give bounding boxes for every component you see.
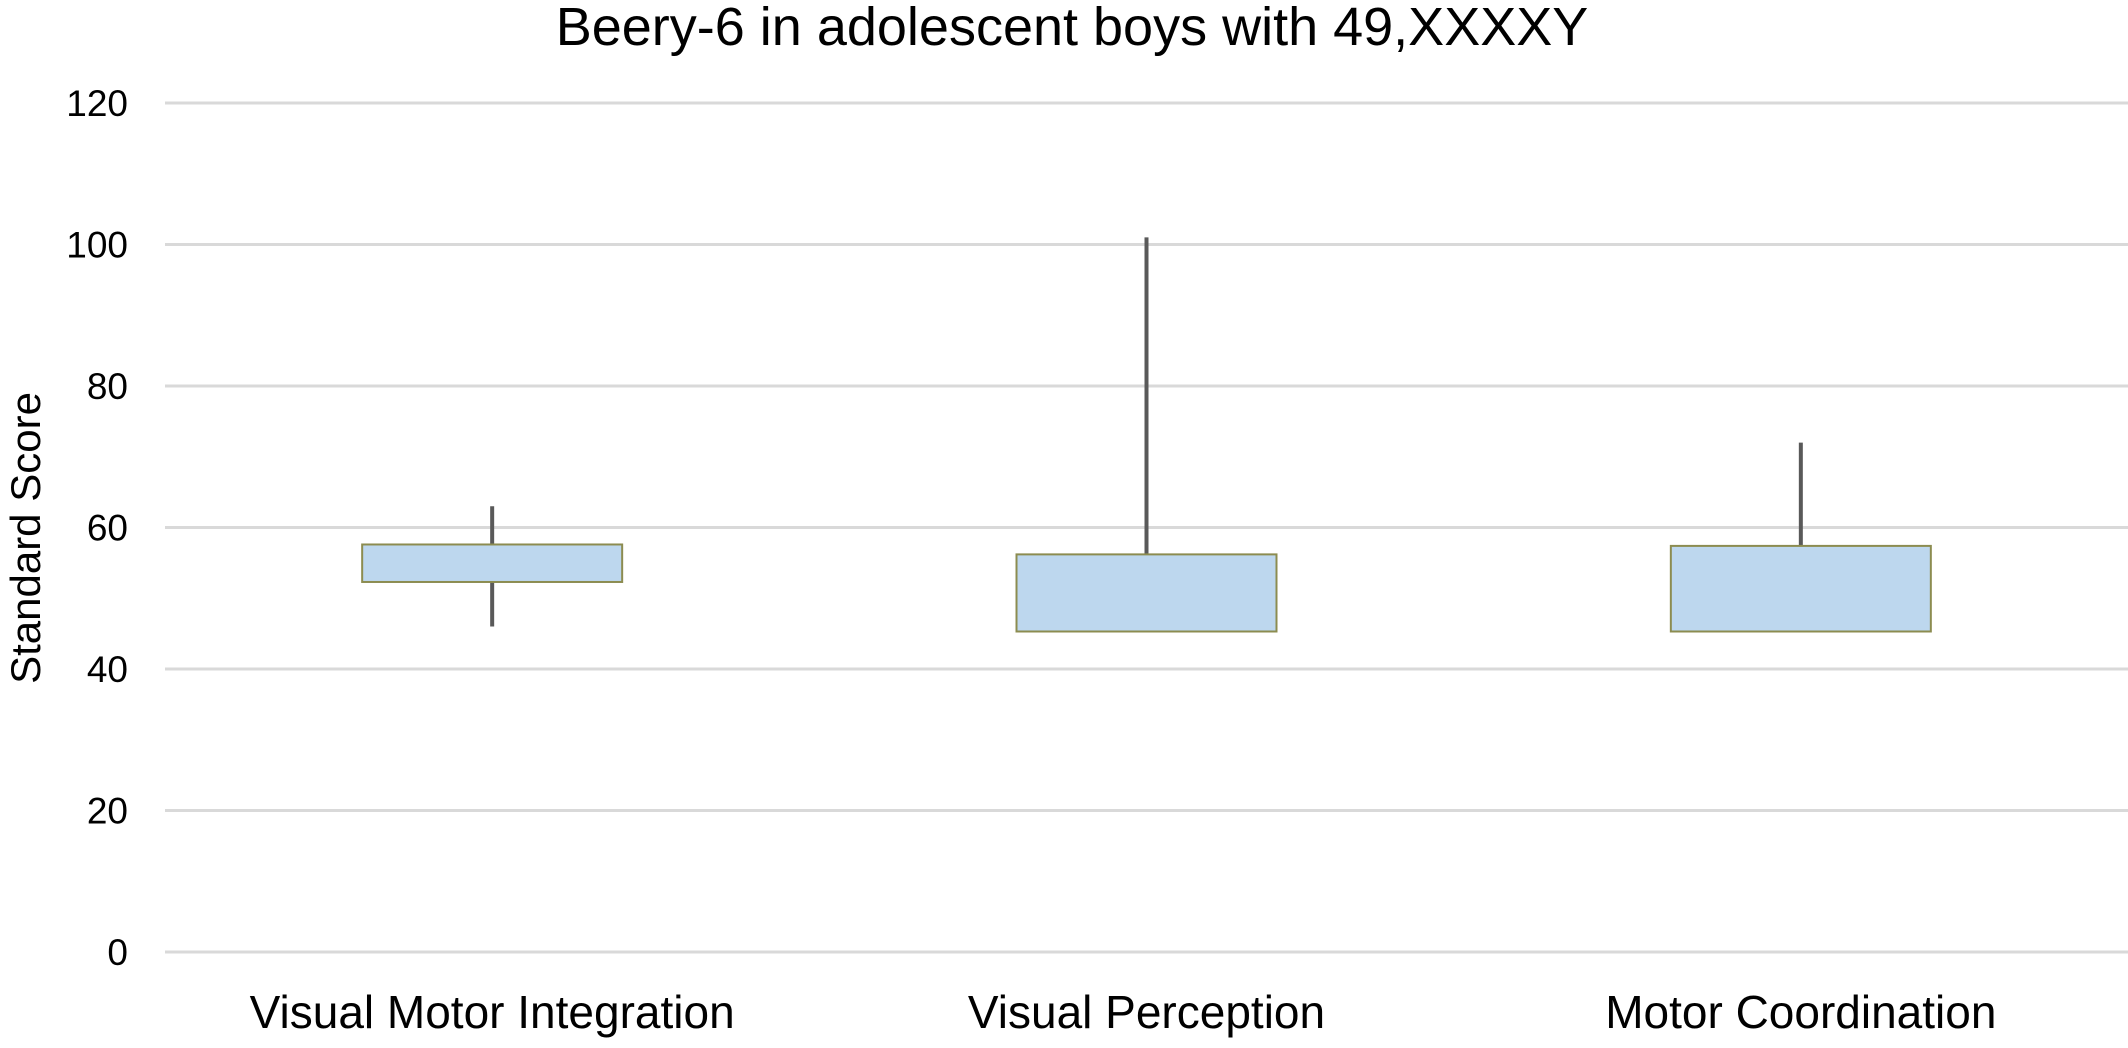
category-label: Motor Coordination xyxy=(1605,986,1996,1038)
y-axis-title: Standard Score xyxy=(2,392,49,684)
category-label: Visual Perception xyxy=(968,986,1325,1038)
y-tick-label: 80 xyxy=(87,366,128,407)
box xyxy=(1015,553,1278,633)
boxes xyxy=(361,543,1932,633)
category-label: Visual Motor Integration xyxy=(250,986,735,1038)
y-tick-label: 0 xyxy=(107,932,128,973)
box xyxy=(361,543,624,583)
y-tick-labels: 0 20 40 60 80 100 120 xyxy=(66,83,128,973)
y-tick-label: 20 xyxy=(87,791,128,832)
y-tick-label: 100 xyxy=(66,225,128,266)
category-labels: Visual Motor Integration Visual Perceptio… xyxy=(250,986,1997,1038)
chart-title: Beery-6 in adolescent boys with 49,XXXXY xyxy=(556,0,1589,57)
box xyxy=(1669,544,1932,633)
y-tick-label: 60 xyxy=(87,508,128,549)
y-tick-label: 120 xyxy=(66,83,128,124)
y-tick-label: 40 xyxy=(87,649,128,690)
